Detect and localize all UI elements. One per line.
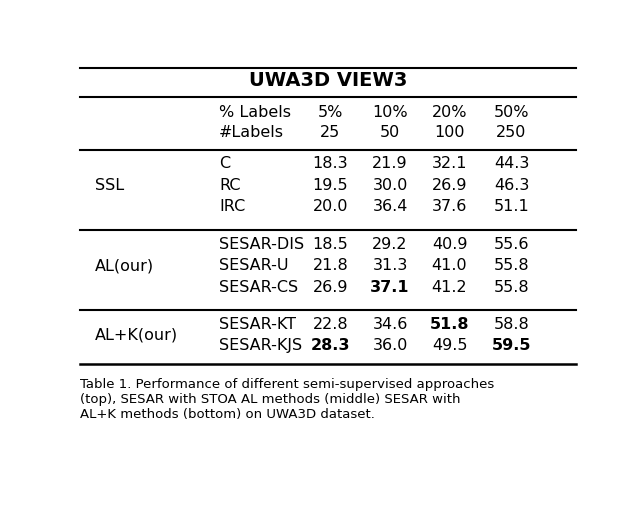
Text: SESAR-CS: SESAR-CS (219, 280, 298, 295)
Text: 31.3: 31.3 (372, 259, 408, 273)
Text: 55.8: 55.8 (493, 280, 529, 295)
Text: 26.9: 26.9 (432, 178, 467, 193)
Text: 50: 50 (380, 125, 400, 140)
Text: 21.8: 21.8 (312, 259, 348, 273)
Text: C: C (219, 156, 230, 171)
Text: 19.5: 19.5 (313, 178, 348, 193)
Text: 50%: 50% (494, 105, 529, 120)
Text: 26.9: 26.9 (313, 280, 348, 295)
Text: 58.8: 58.8 (493, 317, 529, 333)
Text: 40.9: 40.9 (432, 237, 467, 252)
Text: 100: 100 (435, 125, 465, 140)
Text: 44.3: 44.3 (494, 156, 529, 171)
Text: AL+K(our): AL+K(our) (95, 328, 178, 343)
Text: 51.1: 51.1 (493, 199, 529, 215)
Text: AL(our): AL(our) (95, 259, 154, 273)
Text: 59.5: 59.5 (492, 338, 531, 353)
Text: 41.0: 41.0 (432, 259, 467, 273)
Text: 250: 250 (497, 125, 527, 140)
Text: % Labels: % Labels (219, 105, 291, 120)
Text: SESAR-KT: SESAR-KT (219, 317, 296, 333)
Text: SESAR-KJS: SESAR-KJS (219, 338, 302, 353)
Text: 22.8: 22.8 (313, 317, 348, 333)
Text: 32.1: 32.1 (432, 156, 467, 171)
Text: 49.5: 49.5 (432, 338, 467, 353)
Text: 36.4: 36.4 (372, 199, 408, 215)
Text: 41.2: 41.2 (432, 280, 467, 295)
Text: 20.0: 20.0 (313, 199, 348, 215)
Text: 28.3: 28.3 (311, 338, 350, 353)
Text: 21.9: 21.9 (372, 156, 408, 171)
Text: 18.5: 18.5 (312, 237, 348, 252)
Text: 46.3: 46.3 (494, 178, 529, 193)
Text: UWA3D VIEW3: UWA3D VIEW3 (249, 72, 407, 90)
Text: 51.8: 51.8 (430, 317, 469, 333)
Text: SESAR-U: SESAR-U (219, 259, 289, 273)
Text: RC: RC (219, 178, 241, 193)
Text: IRC: IRC (219, 199, 245, 215)
Text: SESAR-DIS: SESAR-DIS (219, 237, 304, 252)
Text: 30.0: 30.0 (372, 178, 408, 193)
Text: Table 1. Performance of different semi-supervised approaches
(top), SESAR with S: Table 1. Performance of different semi-s… (80, 378, 494, 421)
Text: 29.2: 29.2 (372, 237, 408, 252)
Text: 5%: 5% (318, 105, 343, 120)
Text: 55.8: 55.8 (493, 259, 529, 273)
Text: 25: 25 (321, 125, 340, 140)
Text: 20%: 20% (432, 105, 467, 120)
Text: 18.3: 18.3 (313, 156, 348, 171)
Text: 34.6: 34.6 (372, 317, 408, 333)
Text: SSL: SSL (95, 178, 124, 193)
Text: 10%: 10% (372, 105, 408, 120)
Text: 36.0: 36.0 (372, 338, 408, 353)
Text: #Labels: #Labels (219, 125, 284, 140)
Text: 37.6: 37.6 (432, 199, 467, 215)
Text: 37.1: 37.1 (371, 280, 410, 295)
Text: 55.6: 55.6 (494, 237, 529, 252)
